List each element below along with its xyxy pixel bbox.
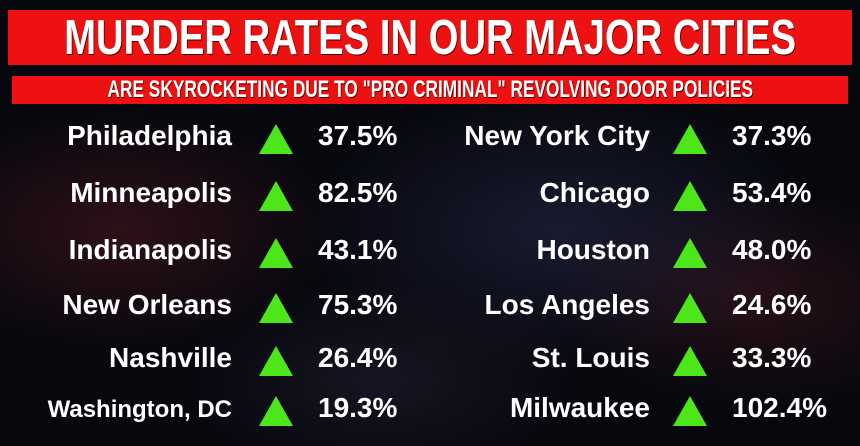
city-name: Nashville xyxy=(109,342,232,373)
city-row: Indianapolis 43.1% xyxy=(0,234,860,274)
city-row: New Orleans 75.3% xyxy=(0,289,860,329)
change-value: 43.1% xyxy=(318,234,398,265)
change-value: 37.5% xyxy=(318,120,398,151)
change-value: 102.4% xyxy=(732,392,827,423)
city-row: Los Angeles 24.6% xyxy=(0,289,860,329)
city-name: Minneapolis xyxy=(70,177,232,208)
city-name: Chicago xyxy=(539,177,650,208)
city-row: Washington, DC 19.3% xyxy=(0,392,860,432)
city-name: Washington, DC xyxy=(47,396,232,423)
up-arrow-icon xyxy=(259,124,293,154)
city-row: Philadelphia 37.5% xyxy=(0,120,860,160)
city-name: Milwaukee xyxy=(509,392,650,423)
change-value: 24.6% xyxy=(732,289,812,320)
title: MURDER RATES IN OUR MAJOR CITIES xyxy=(64,10,796,65)
change-value: 19.3% xyxy=(318,392,398,423)
up-arrow-icon xyxy=(673,124,707,154)
up-arrow-icon xyxy=(673,346,707,376)
city-name: St. Louis xyxy=(531,342,650,373)
change-value: 33.3% xyxy=(732,342,812,373)
city-row: Houston 48.0% xyxy=(0,234,860,274)
city-name: Los Angeles xyxy=(484,289,650,320)
up-arrow-icon xyxy=(259,238,293,268)
title-banner: MURDER RATES IN OUR MAJOR CITIES xyxy=(8,10,852,65)
subtitle-banner: ARE SKYROCKETING DUE TO "PRO CRIMINAL" R… xyxy=(12,76,848,104)
subtitle: ARE SKYROCKETING DUE TO "PRO CRIMINAL" R… xyxy=(107,76,753,103)
city-name: Indianapolis xyxy=(68,234,232,265)
change-value: 37.3% xyxy=(732,120,812,151)
city-name: New Orleans xyxy=(62,289,232,320)
up-arrow-icon xyxy=(673,181,707,211)
city-row: Nashville 26.4% xyxy=(0,342,860,382)
up-arrow-icon xyxy=(673,293,707,323)
city-name: Houston xyxy=(536,234,650,265)
city-row: Chicago 53.4% xyxy=(0,177,860,217)
up-arrow-icon xyxy=(673,238,707,268)
change-value: 53.4% xyxy=(732,177,812,208)
city-name: New York City xyxy=(464,120,650,151)
city-row: Minneapolis 82.5% xyxy=(0,177,860,217)
up-arrow-icon xyxy=(259,293,293,323)
up-arrow-icon xyxy=(673,396,707,426)
city-row: New York City 37.3% xyxy=(0,120,860,160)
city-row: St. Louis 33.3% xyxy=(0,342,860,382)
up-arrow-icon xyxy=(259,181,293,211)
up-arrow-icon xyxy=(259,396,293,426)
city-name: Philadelphia xyxy=(67,120,232,151)
change-value: 75.3% xyxy=(318,289,398,320)
change-value: 48.0% xyxy=(732,234,812,265)
change-value: 82.5% xyxy=(318,177,398,208)
change-value: 26.4% xyxy=(318,342,398,373)
up-arrow-icon xyxy=(259,346,293,376)
city-row: Milwaukee 102.4% xyxy=(0,392,860,432)
